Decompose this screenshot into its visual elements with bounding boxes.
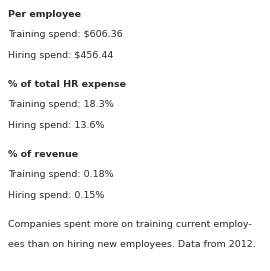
Text: Training spend: $606.36: Training spend: $606.36 (8, 30, 123, 39)
Text: Training spend: 18.3%: Training spend: 18.3% (8, 100, 114, 109)
Text: Hiring spend: 13.6%: Hiring spend: 13.6% (8, 121, 104, 130)
Text: % of revenue: % of revenue (8, 150, 78, 159)
Text: Hiring spend: $456.44: Hiring spend: $456.44 (8, 51, 113, 60)
Text: Training spend: 0.18%: Training spend: 0.18% (8, 170, 114, 179)
Text: ees than on hiring new employees. Data from 2012.: ees than on hiring new employees. Data f… (8, 240, 256, 249)
Text: Hiring spend: 0.15%: Hiring spend: 0.15% (8, 191, 104, 200)
Text: Companies spent more on training current employ-: Companies spent more on training current… (8, 220, 252, 229)
Text: Per employee: Per employee (8, 10, 81, 19)
Text: % of total HR expense: % of total HR expense (8, 80, 126, 89)
